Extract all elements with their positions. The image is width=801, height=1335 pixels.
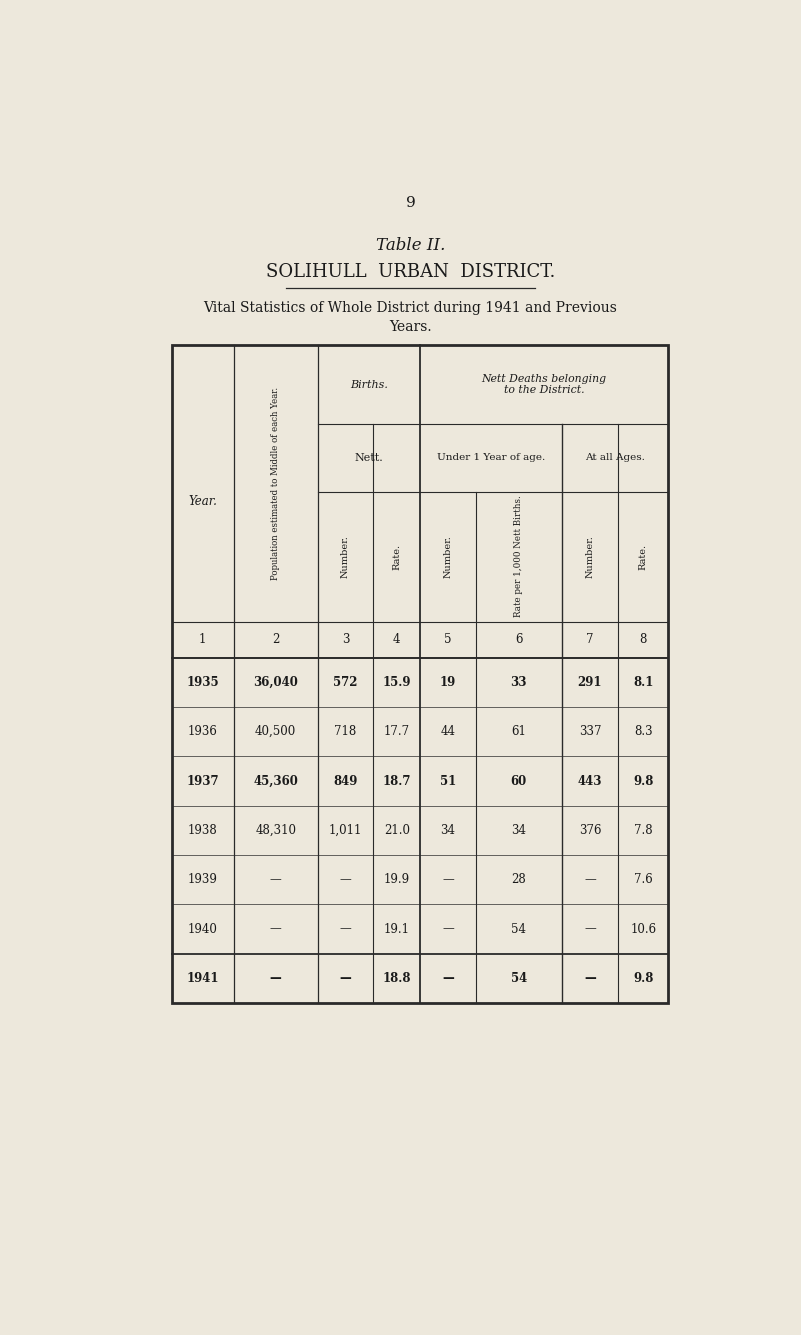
Text: 1: 1 bbox=[199, 633, 206, 646]
Text: 28: 28 bbox=[511, 873, 526, 886]
Text: 572: 572 bbox=[333, 676, 358, 689]
Text: Vital Statistics of Whole District during 1941 and Previous: Vital Statistics of Whole District durin… bbox=[203, 300, 618, 315]
Text: Table II.: Table II. bbox=[376, 238, 445, 254]
Text: 337: 337 bbox=[579, 725, 602, 738]
Text: 1938: 1938 bbox=[187, 824, 217, 837]
Text: 718: 718 bbox=[335, 725, 356, 738]
Text: —: — bbox=[442, 922, 454, 936]
Text: 1940: 1940 bbox=[187, 922, 218, 936]
Text: Number.: Number. bbox=[444, 535, 453, 578]
Text: —: — bbox=[442, 972, 454, 985]
Text: 36,040: 36,040 bbox=[253, 676, 298, 689]
Text: 5: 5 bbox=[445, 633, 452, 646]
Text: —: — bbox=[270, 922, 282, 936]
Text: 33: 33 bbox=[510, 676, 527, 689]
Text: —: — bbox=[584, 922, 596, 936]
Text: 1939: 1939 bbox=[187, 873, 218, 886]
Text: 291: 291 bbox=[578, 676, 602, 689]
Text: —: — bbox=[584, 873, 596, 886]
Text: Number.: Number. bbox=[586, 535, 594, 578]
Text: 9: 9 bbox=[405, 196, 416, 210]
Text: —: — bbox=[340, 873, 352, 886]
Text: 45,360: 45,360 bbox=[253, 774, 298, 788]
Text: 51: 51 bbox=[440, 774, 457, 788]
Text: Year.: Year. bbox=[188, 495, 217, 509]
Text: —: — bbox=[270, 972, 282, 985]
Text: 7.8: 7.8 bbox=[634, 824, 653, 837]
Text: 18.8: 18.8 bbox=[383, 972, 411, 985]
Text: Nett Deaths belonging
to the District.: Nett Deaths belonging to the District. bbox=[481, 374, 607, 395]
Text: Years.: Years. bbox=[389, 319, 432, 334]
Text: 8.1: 8.1 bbox=[633, 676, 654, 689]
Text: Rate.: Rate. bbox=[638, 543, 648, 570]
Text: Births.: Births. bbox=[350, 379, 388, 390]
Text: 60: 60 bbox=[510, 774, 527, 788]
Text: 849: 849 bbox=[333, 774, 358, 788]
Text: 1,011: 1,011 bbox=[329, 824, 362, 837]
Text: 7: 7 bbox=[586, 633, 594, 646]
Text: 19: 19 bbox=[440, 676, 457, 689]
Text: Rate.: Rate. bbox=[392, 543, 401, 570]
Text: 6: 6 bbox=[515, 633, 522, 646]
Text: 1936: 1936 bbox=[187, 725, 218, 738]
Text: 48,310: 48,310 bbox=[256, 824, 296, 837]
Text: 18.7: 18.7 bbox=[383, 774, 411, 788]
Text: —: — bbox=[340, 922, 352, 936]
Text: —: — bbox=[340, 972, 352, 985]
Text: 9.8: 9.8 bbox=[633, 774, 654, 788]
Text: Number.: Number. bbox=[341, 535, 350, 578]
Text: 54: 54 bbox=[511, 922, 526, 936]
Text: —: — bbox=[584, 972, 596, 985]
Text: —: — bbox=[270, 873, 282, 886]
Text: Under 1 Year of age.: Under 1 Year of age. bbox=[437, 454, 545, 462]
Text: 34: 34 bbox=[511, 824, 526, 837]
Text: 1935: 1935 bbox=[187, 676, 219, 689]
Text: 61: 61 bbox=[511, 725, 526, 738]
Text: SOLIHULL  URBAN  DISTRICT.: SOLIHULL URBAN DISTRICT. bbox=[266, 263, 555, 280]
Text: 54: 54 bbox=[510, 972, 527, 985]
Text: 17.7: 17.7 bbox=[384, 725, 410, 738]
Text: 3: 3 bbox=[342, 633, 349, 646]
Text: 443: 443 bbox=[578, 774, 602, 788]
Text: 44: 44 bbox=[441, 725, 456, 738]
Text: 19.1: 19.1 bbox=[384, 922, 410, 936]
Text: 21.0: 21.0 bbox=[384, 824, 410, 837]
Text: Population estimated to Middle of each Year.: Population estimated to Middle of each Y… bbox=[272, 387, 280, 579]
Text: 10.6: 10.6 bbox=[630, 922, 656, 936]
Text: —: — bbox=[442, 873, 454, 886]
Text: 1941: 1941 bbox=[187, 972, 219, 985]
Text: At all Ages.: At all Ages. bbox=[585, 454, 645, 462]
Text: 8: 8 bbox=[639, 633, 647, 646]
Text: 2: 2 bbox=[272, 633, 280, 646]
Text: 4: 4 bbox=[393, 633, 400, 646]
Text: 1937: 1937 bbox=[187, 774, 219, 788]
Text: 19.9: 19.9 bbox=[384, 873, 410, 886]
Text: Nett.: Nett. bbox=[355, 453, 384, 463]
Text: Rate per 1,000 Nett Births.: Rate per 1,000 Nett Births. bbox=[514, 495, 523, 618]
Text: 9.8: 9.8 bbox=[633, 972, 654, 985]
Text: 40,500: 40,500 bbox=[255, 725, 296, 738]
Text: 7.6: 7.6 bbox=[634, 873, 653, 886]
Text: 376: 376 bbox=[579, 824, 602, 837]
Text: 34: 34 bbox=[441, 824, 456, 837]
Text: 15.9: 15.9 bbox=[383, 676, 411, 689]
Text: 8.3: 8.3 bbox=[634, 725, 653, 738]
